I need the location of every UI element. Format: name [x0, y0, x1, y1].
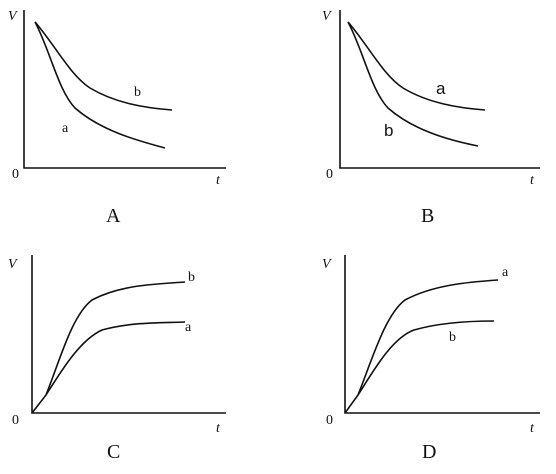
y-axis-label: V [322, 9, 332, 24]
origin-label: 0 [326, 167, 333, 182]
curve [34, 21, 173, 111]
panel-label: B [421, 205, 434, 227]
x-axis-label: t [530, 421, 535, 436]
panel-label: C [107, 441, 120, 463]
x-axis-label: t [216, 421, 221, 436]
curve [357, 320, 495, 396]
curve [347, 21, 486, 111]
origin-label: 0 [12, 167, 19, 182]
curve [34, 21, 166, 149]
panel: V 0 t b a A [8, 9, 226, 227]
origin-label: 0 [12, 413, 19, 428]
curve-label: a [62, 121, 69, 136]
curve-label: a [436, 79, 446, 98]
axes [31, 255, 226, 414]
curve-label: b [449, 330, 456, 345]
panel: V 0 t a b D [322, 255, 540, 463]
curve-label: b [188, 270, 195, 285]
panel-label: D [422, 441, 436, 463]
axes [23, 10, 226, 169]
y-axis-label: V [322, 257, 332, 272]
curve-label: b [384, 121, 393, 140]
panel: V 0 t b a C [8, 255, 226, 463]
x-axis-label: t [530, 173, 535, 188]
curve [31, 281, 186, 414]
curve [344, 279, 499, 414]
axes [339, 10, 540, 169]
y-axis-label: V [8, 257, 18, 272]
curve-label: a [502, 265, 509, 280]
origin-label: 0 [326, 413, 333, 428]
y-axis-label: V [8, 9, 18, 24]
curve-label: a [185, 320, 192, 335]
curve-label: b [134, 85, 141, 100]
axes [344, 255, 540, 414]
curve [45, 321, 186, 396]
curve [347, 21, 479, 147]
panel-label: A [106, 205, 121, 227]
panel: V 0 t a b B [322, 9, 540, 227]
x-axis-label: t [216, 173, 221, 188]
